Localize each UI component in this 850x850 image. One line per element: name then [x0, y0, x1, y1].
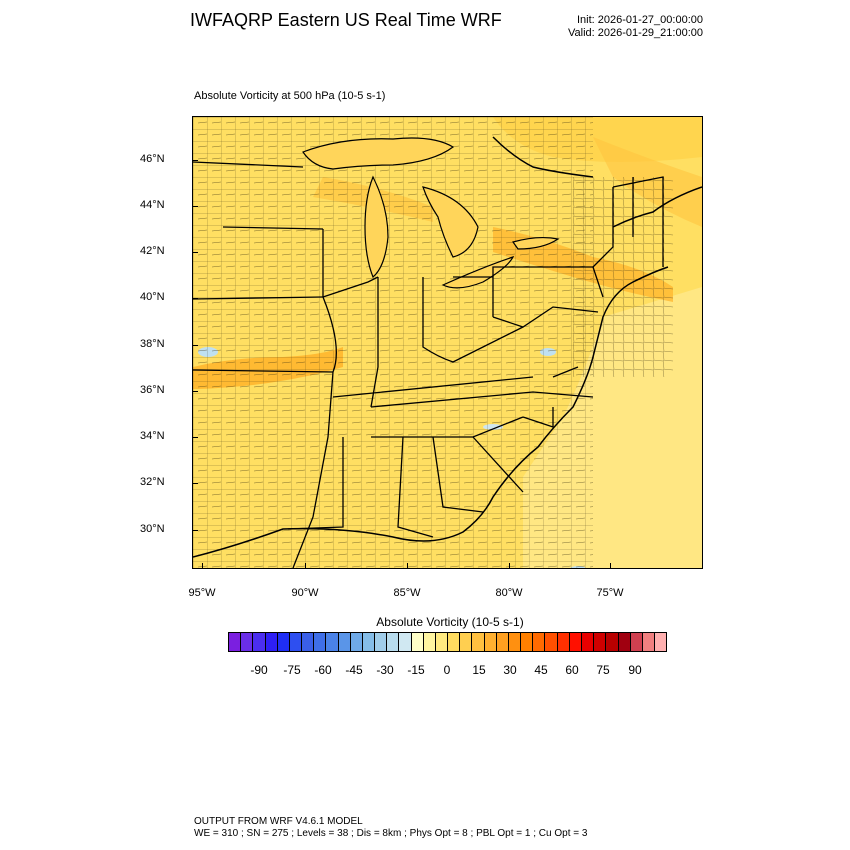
map-svg [193, 117, 702, 568]
colorbar-swatch [423, 633, 436, 651]
colorbar-swatch [350, 633, 363, 651]
plot-title: IWFAQRP Eastern US Real Time WRF [190, 10, 502, 30]
colorbar-label: -45 [345, 663, 363, 677]
lake-ontario [512, 236, 560, 250]
colorbar-label: 0 [443, 663, 451, 677]
model-info: OUTPUT FROM WRF V4.6.1 MODEL WE = 310 ; … [194, 816, 587, 840]
colorbar-swatch [387, 633, 400, 651]
colorbar-swatch [594, 633, 607, 651]
field-subtitle: Absolute Vorticity at 500 hPa (10-5 s-1) [194, 90, 386, 102]
colorbar [228, 632, 667, 652]
colorbar-swatch [545, 633, 558, 651]
colorbar-swatch [496, 633, 509, 651]
colorbar-label: -30 [376, 663, 394, 677]
colorbar-swatch [229, 633, 242, 651]
lat-tick [192, 530, 198, 531]
colorbar-swatch [533, 633, 546, 651]
lon-tick [509, 563, 510, 569]
lat-label: 34°N [140, 430, 165, 442]
colorbar-swatch [618, 633, 631, 651]
colorbar-swatch [399, 633, 412, 651]
lat-tick [192, 160, 198, 161]
colorbar-label: -60 [314, 663, 332, 677]
colorbar-swatch [241, 633, 254, 651]
colorbar-swatch [277, 633, 290, 651]
colorbar-swatch [435, 633, 449, 651]
colorbar-label: -75 [283, 663, 301, 677]
lat-label: 46°N [140, 153, 165, 165]
colorbar-swatch [655, 633, 667, 651]
colorbar-swatch [557, 633, 570, 651]
lat-label: 32°N [140, 476, 165, 488]
lake-michigan [364, 175, 389, 278]
lat-label: 30°N [140, 523, 165, 535]
colorbar-swatch [581, 633, 595, 651]
colorbar-swatch [508, 633, 522, 651]
colorbar-swatch [302, 633, 315, 651]
lat-tick [192, 298, 198, 299]
run-times: Init: 2026-01-27_00:00:00 Valid: 2026-01… [540, 14, 703, 40]
lon-tick [202, 563, 203, 569]
colorbar-label: -15 [407, 663, 425, 677]
colorbar-label: 60 [565, 663, 579, 677]
lat-label: 42°N [140, 245, 165, 257]
colorbar-swatch [606, 633, 619, 651]
lat-label: 38°N [140, 338, 165, 350]
lat-tick [192, 437, 198, 438]
colorbar-label: 15 [472, 663, 486, 677]
colorbar-label: 45 [534, 663, 548, 677]
colorbar-swatch [521, 633, 534, 651]
lon-label: 80°W [495, 587, 523, 599]
lat-tick [192, 206, 198, 207]
colorbar-swatch [375, 633, 388, 651]
colorbar-title: Absolute Vorticity (10-5 s-1) [376, 615, 524, 629]
lat-label: 40°N [140, 291, 165, 303]
colorbar-swatch [642, 633, 656, 651]
lat-label: 44°N [140, 199, 165, 211]
lat-tick [192, 345, 198, 346]
colorbar-swatch [448, 633, 461, 651]
colorbar-label: 90 [628, 663, 642, 677]
lon-tick [305, 563, 306, 569]
colorbar-swatch [460, 633, 473, 651]
colorbar-label: 30 [503, 663, 517, 677]
lon-tick [407, 563, 408, 569]
model-info-line1: OUTPUT FROM WRF V4.6.1 MODEL [194, 816, 363, 827]
colorbar-swatch [326, 633, 339, 651]
colorbar-swatch [265, 633, 278, 651]
colorbar-label: 75 [596, 663, 610, 677]
colorbar-swatch [253, 633, 266, 651]
colorbar-swatch [314, 633, 327, 651]
vorticity-map [192, 116, 703, 569]
lon-label: 90°W [291, 587, 319, 599]
valid-time: Valid: 2026-01-29_21:00:00 [568, 27, 703, 39]
coastlines [193, 136, 702, 558]
lake-huron [422, 186, 479, 258]
colorbar-swatch [630, 633, 643, 651]
lat-tick [192, 391, 198, 392]
colorbar-swatch [411, 633, 424, 651]
lat-label: 36°N [140, 384, 165, 396]
colorbar-swatch [289, 633, 303, 651]
lon-label: 85°W [393, 587, 421, 599]
lat-tick [192, 483, 198, 484]
colorbar-swatch [338, 633, 351, 651]
lake-superior [302, 137, 455, 170]
lon-label: 95°W [188, 587, 216, 599]
colorbar-swatch [484, 633, 497, 651]
colorbar-swatch [472, 633, 485, 651]
model-info-line2: WE = 310 ; SN = 275 ; Levels = 38 ; Dis … [194, 828, 588, 839]
colorbar-swatch [569, 633, 582, 651]
lat-tick [192, 252, 198, 253]
lon-label: 75°W [596, 587, 624, 599]
init-time: Init: 2026-01-27_00:00:00 [577, 14, 703, 26]
colorbar-label: -90 [250, 663, 268, 677]
colorbar-swatch [362, 633, 376, 651]
state-borders [193, 161, 664, 568]
lon-tick [610, 563, 611, 569]
